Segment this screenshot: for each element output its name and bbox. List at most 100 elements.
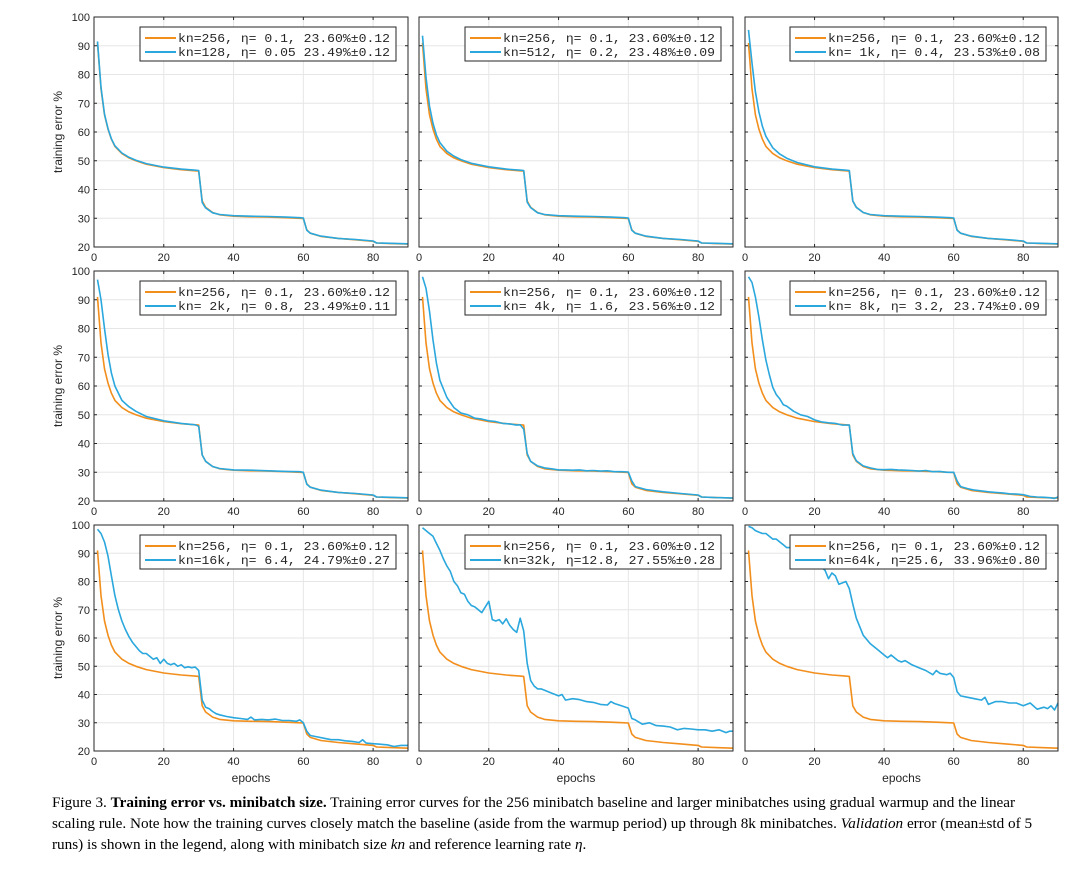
x-tick-label: 0 [742,252,748,264]
legend-box [464,534,722,570]
x-tick-label: 60 [948,756,960,768]
series-line-compare [96,41,409,245]
y-tick-label: 40 [78,439,90,451]
x-tick-label: 40 [552,506,564,518]
legend-box [464,26,722,62]
x-tick-label: 60 [297,506,309,518]
subplot-6: 0 20 40 60 80 kn=256, η= 0.1, 23.60%±0.12kn= … [742,270,1059,518]
legend-box [464,280,722,316]
x-tick-label: 60 [622,506,634,518]
legend-entry-baseline: kn=256, η= 0.1, 23.60%±0.12 [828,540,1040,554]
series-line-compare [96,279,409,499]
x-tick-label: 0 [416,506,422,518]
y-tick-label: 80 [78,70,90,82]
x-tick-label: 40 [878,756,890,768]
x-tick-label: 80 [367,252,379,264]
y-tick-label: 60 [78,633,90,645]
subplot-5: 0 20 40 60 80 kn=256, η= 0.1, 23.60%±0.12kn= … [416,270,734,518]
x-tick-label: 40 [227,756,239,768]
x-axis-label: epochs [882,771,921,785]
x-tick-label: 80 [692,756,704,768]
x-tick-label: 20 [808,252,820,264]
x-tick-label: 20 [158,252,170,264]
series-line-compare [421,35,734,245]
y-tick-label: 80 [78,324,90,336]
legend-entry-baseline: kn=256, η= 0.1, 23.60%±0.12 [178,32,390,46]
x-tick-label: 0 [416,756,422,768]
y-tick-label: 90 [78,41,90,53]
series-line-baseline [421,550,734,749]
x-tick-label: 60 [948,506,960,518]
x-tick-label: 0 [742,506,748,518]
series-line-compare [422,527,733,734]
x-tick-label: 20 [483,252,495,264]
legend-box [789,26,1047,62]
y-tick-label: 90 [78,295,90,307]
y-tick-label: 50 [78,156,90,168]
caption-label: Figure 3. [52,794,107,811]
x-tick-label: 80 [1017,506,1029,518]
caption-end: . [582,836,587,853]
series-line-baseline [747,550,1059,749]
x-tick-label: 60 [622,252,634,264]
subplot-3: 0 20 40 60 80 kn=256, η= 0.1, 23.60%±0.12kn= … [742,16,1059,264]
legend-entry-compare: kn=512, η= 0.2, 23.48%±0.09 [503,46,715,60]
y-tick-label: 100 [72,266,90,278]
y-tick-label: 20 [78,242,90,254]
y-tick-label: 80 [78,577,90,589]
x-tick-label: 80 [367,506,379,518]
series-line-compare [421,276,734,499]
x-tick-label: 40 [552,252,564,264]
legend-entry-baseline: kn=256, η= 0.1, 23.60%±0.12 [828,286,1040,300]
series-line-compare [748,525,1059,711]
x-tick-label: 0 [91,252,97,264]
x-tick-label: 80 [692,506,704,518]
caption-title: Training error vs. minibatch size. [110,794,327,811]
x-axis-label: epochs [232,771,271,785]
legend-box [139,26,397,62]
x-tick-label: 20 [158,756,170,768]
caption-body-1: Training error curves for the 256 miniba… [52,794,1016,832]
series-line-baseline [96,550,409,749]
y-tick-label: 100 [72,12,90,24]
caption-eta: η [574,836,583,853]
subplot-8: 0 20 40 60 80 epochs kn=256, η= 0.1, 23.60%±0.… [416,524,734,785]
y-tick-label: 30 [78,467,90,479]
x-tick-label: 40 [878,506,890,518]
x-tick-label: 60 [948,252,960,264]
y-tick-label: 40 [78,185,90,197]
x-tick-label: 0 [416,252,422,264]
y-axis-label: training error % [51,597,65,679]
y-tick-label: 20 [78,496,90,508]
series-line-compare [747,276,1059,500]
subplot-9: 0 20 40 60 80 epochs kn=256, η= 0.1, 23.60%±0.… [742,524,1059,785]
legend-entry-baseline: kn=256, η= 0.1, 23.60%±0.12 [503,540,715,554]
legend-box [789,280,1047,316]
caption-body-2: error (mean±std of 5 runs) is shown in t… [52,815,1033,853]
x-tick-label: 80 [692,252,704,264]
x-tick-label: 60 [297,756,309,768]
legend-entry-baseline: kn=256, η= 0.1, 23.60%±0.12 [178,286,390,300]
x-tick-label: 20 [483,756,495,768]
x-tick-label: 0 [91,756,97,768]
x-tick-label: 0 [91,506,97,518]
caption-kn: kn [390,836,406,853]
x-tick-label: 20 [808,756,820,768]
legend-entry-compare: kn=32k, η=12.8, 27.55%±0.28 [503,554,715,568]
y-tick-label: 50 [78,661,90,673]
x-tick-label: 20 [483,506,495,518]
y-tick-label: 60 [78,381,90,393]
x-axis-label: epochs [557,771,596,785]
x-tick-label: 40 [227,252,239,264]
legend-box [139,534,397,570]
legend-entry-compare: kn=64k, η=25.6, 33.96%±0.80 [828,554,1040,568]
legend-entry-compare: kn= 4k, η= 1.6, 23.56%±0.12 [503,300,715,314]
